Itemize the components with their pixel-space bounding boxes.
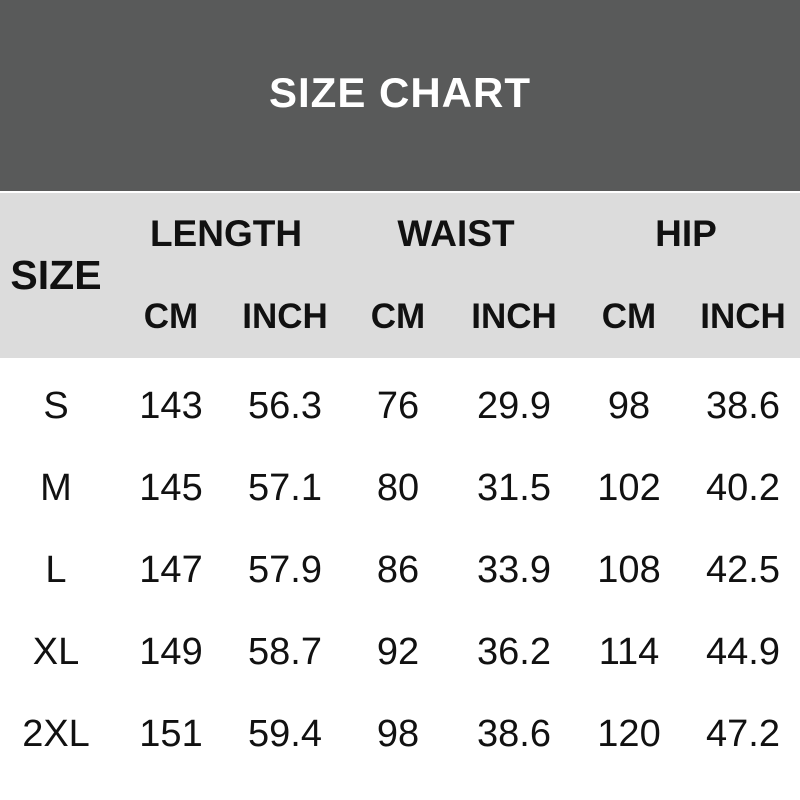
table-cell-s-hip-inch: 38.6 (706, 384, 780, 427)
unit-header-hip-cm: CM (601, 296, 657, 336)
table-cell-2xl-waist-inch: 38.6 (477, 712, 551, 755)
table-cell-2xl-length-inch: 59.4 (248, 712, 322, 755)
table-cell-s-length-cm: 143 (139, 384, 203, 427)
table-cell-l-length-cm: 147 (139, 548, 203, 591)
table-row-m-size-label: M (40, 466, 72, 509)
table-cell-m-waist-cm: 80 (376, 466, 420, 509)
table-cell-l-hip-cm: 108 (597, 548, 661, 591)
table-cell-m-hip-inch: 40.2 (706, 466, 780, 509)
column-header-size: SIZE (10, 252, 102, 298)
unit-header-length-cm: CM (143, 296, 199, 336)
table-cell-l-waist-inch: 33.9 (477, 548, 551, 591)
table-cell-s-waist-inch: 29.9 (477, 384, 551, 427)
table-cell-xl-length-inch: 58.7 (248, 630, 322, 673)
table-cell-s-hip-cm: 98 (607, 384, 651, 427)
page-title: SIZE CHART (269, 68, 531, 116)
table-row-xl-size-label: XL (32, 630, 80, 673)
table-cell-2xl-waist-cm: 98 (376, 712, 420, 755)
table-body: S 143 56.3 76 29.9 98 38.6 M 145 57.1 80… (0, 358, 800, 775)
table-row-s-size-label: S (43, 384, 69, 427)
table-cell-s-length-inch: 56.3 (248, 384, 322, 427)
table-cell-xl-hip-inch: 44.9 (706, 630, 780, 673)
table-row-l-size-label: L (45, 548, 67, 591)
unit-header-length-inch: INCH (242, 296, 328, 336)
table-cell-xl-length-cm: 149 (139, 630, 203, 673)
table-row-2xl-size-label: 2XL (22, 712, 90, 755)
table-cell-m-waist-inch: 31.5 (477, 466, 551, 509)
table-cell-l-length-inch: 57.9 (248, 548, 322, 591)
table-header: SIZE LENGTH WAIST HIP CM INCH CM INCH CM… (0, 193, 800, 358)
table-cell-m-length-inch: 57.1 (248, 466, 322, 509)
column-group-length: LENGTH (149, 213, 303, 255)
table-cell-xl-hip-cm: 114 (598, 630, 660, 673)
table-cell-xl-waist-cm: 92 (376, 630, 420, 673)
table-cell-2xl-hip-cm: 120 (597, 712, 661, 755)
table-cell-m-hip-cm: 102 (597, 466, 661, 509)
column-group-waist: WAIST (397, 213, 515, 255)
title-banner: SIZE CHART (0, 0, 800, 191)
table-cell-m-length-cm: 145 (139, 466, 203, 509)
table-cell-2xl-hip-inch: 47.2 (706, 712, 780, 755)
table-cell-s-waist-cm: 76 (376, 384, 420, 427)
table-cell-xl-waist-inch: 36.2 (477, 630, 551, 673)
table-cell-l-waist-cm: 86 (376, 548, 420, 591)
unit-header-hip-inch: INCH (700, 296, 786, 336)
table-cell-2xl-length-cm: 151 (139, 712, 203, 755)
unit-header-waist-cm: CM (370, 296, 426, 336)
unit-header-waist-inch: INCH (471, 296, 557, 336)
column-group-hip: HIP (655, 213, 717, 255)
table-cell-l-hip-inch: 42.5 (706, 548, 780, 591)
